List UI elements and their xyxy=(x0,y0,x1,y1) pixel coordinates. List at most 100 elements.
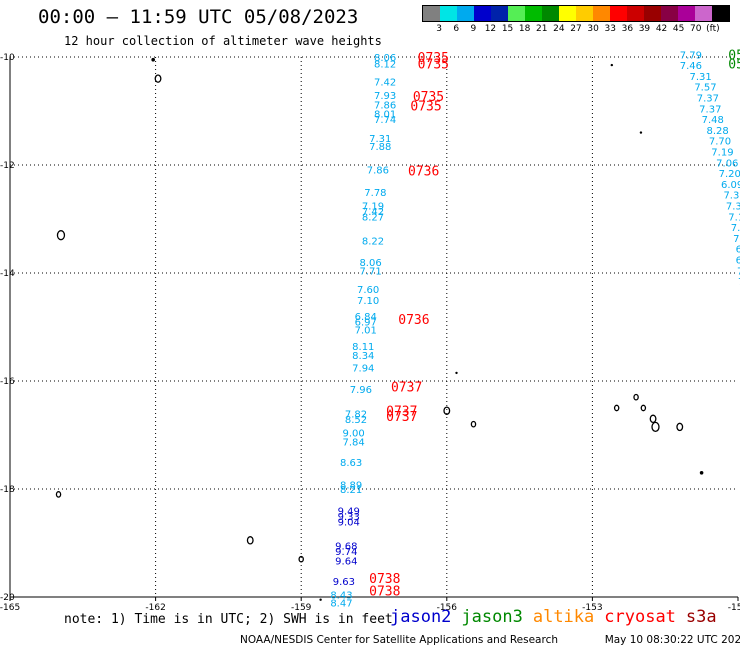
island-marker xyxy=(633,393,639,401)
swh-value: 7.10 xyxy=(357,296,379,307)
legend-label: 24 xyxy=(553,24,565,34)
legend-swatch xyxy=(423,6,440,21)
island-marker xyxy=(55,491,62,498)
legend-label: 15 xyxy=(501,24,514,34)
legend-label: 18 xyxy=(518,24,531,34)
swh-value: 7.48 xyxy=(702,115,724,126)
swh-value: 6.84 xyxy=(355,312,377,323)
x-tick-label: -153 xyxy=(582,603,602,613)
swh-value: 9.74 xyxy=(335,547,357,558)
swh-value: 6.9 xyxy=(736,245,740,256)
legend-swatch xyxy=(627,6,644,21)
swh-value: 8.89 xyxy=(340,481,362,492)
legend-label: 45 xyxy=(672,24,685,34)
y-tick-label: -10 xyxy=(0,53,15,63)
swh-value: 8.43 xyxy=(330,590,352,601)
legend-swatch xyxy=(678,6,695,21)
legend-label: 30 xyxy=(587,24,599,34)
legend-label: 70 xyxy=(690,24,702,34)
swh-value: 8.06 xyxy=(374,53,396,64)
swh-value: 7.60 xyxy=(357,285,379,296)
legend-swatch xyxy=(440,6,457,21)
swh-value: 9.04 xyxy=(338,517,360,528)
satellite-altika: altika xyxy=(532,607,595,627)
y-tick-label: -16 xyxy=(0,377,15,387)
island-marker xyxy=(610,63,614,67)
x-tick-label: -150 xyxy=(728,603,740,613)
legend-swatch xyxy=(525,6,542,21)
swh-value: 8.01 xyxy=(374,110,396,121)
y-tick-label: -12 xyxy=(0,161,15,171)
page-subtitle: 12 hour collection of altimeter wave hei… xyxy=(64,34,382,48)
swh-value: 7.93 xyxy=(374,91,396,102)
swh-value: 8.63 xyxy=(340,458,362,469)
footer-source: NOAA/NESDIS Center for Satellite Applica… xyxy=(240,634,558,646)
swh-value: 7.42 xyxy=(374,77,396,88)
swh-value: 7.46 xyxy=(680,61,702,72)
footer-credit: NOAA/NESDIS Center for Satellite Applica… xyxy=(240,634,740,646)
pass-time-label: 0737 xyxy=(391,380,422,395)
satellite-s3a: s3a xyxy=(685,607,717,627)
x-tick-label: -162 xyxy=(145,603,165,613)
swh-value: 8.11 xyxy=(352,342,374,353)
swh-value: 6.09 xyxy=(721,180,740,191)
legend-swatch xyxy=(491,6,508,21)
pass-time-label: 0738 xyxy=(369,585,400,600)
swh-value: 7.20 xyxy=(719,169,740,180)
y-tick-label: -14 xyxy=(0,269,15,279)
footer-timestamp: May 10 08:30:22 UTC 2023 xyxy=(604,634,740,646)
legend-labels: 3 6 9 12 15 18 21 24 27 30 33 36 39 42 45 70 (ft) xyxy=(422,22,730,36)
pass-time-label: 0735 xyxy=(413,90,444,105)
x-tick-label: -156 xyxy=(437,603,458,613)
pass-time-label: 0735 xyxy=(418,51,449,66)
page-title: 00:00 – 11:59 UTC 05/08/2023 xyxy=(38,6,359,28)
swh-value: 7.31 xyxy=(689,72,711,83)
legend-swatch xyxy=(508,6,525,21)
swh-value: 7.31 xyxy=(369,134,391,145)
legend-label: 12 xyxy=(484,24,497,34)
legend-swatch xyxy=(542,6,559,21)
swh-value: 7.01 xyxy=(355,326,377,337)
y-tick-label: -20 xyxy=(0,593,15,603)
swh-value: 7.78 xyxy=(364,188,386,199)
island-marker xyxy=(640,404,647,412)
legend-swatch xyxy=(610,6,627,21)
pass-time-label: 0538 xyxy=(728,48,740,63)
swh-value: 8.22 xyxy=(362,237,384,248)
swh-value: 7.38 xyxy=(726,202,740,213)
footnote: note: 1) Time is in UTC; 2) SWH is in fe… xyxy=(64,612,393,627)
legend-swatch xyxy=(559,6,576,21)
island-marker xyxy=(676,422,684,432)
legend-label: 36 xyxy=(621,24,634,34)
legend-label: 6 xyxy=(453,24,460,34)
legend-swatch xyxy=(593,6,610,21)
swh-value: 7.29 xyxy=(733,234,740,245)
swh-value: 9.33 xyxy=(338,512,360,523)
swh-value: 7.19 xyxy=(711,148,733,159)
pass-time-label: 0737 xyxy=(386,405,417,420)
satellite-jason2: jason2 xyxy=(390,607,452,627)
swh-value: 7.37 xyxy=(697,94,719,105)
pass-time-label: 0736 xyxy=(398,313,429,328)
island-marker xyxy=(639,131,643,134)
pass-time-label: 0736 xyxy=(408,164,439,179)
swh-value: 8.28 xyxy=(706,126,728,137)
swh-value: 7.70 xyxy=(709,137,731,148)
swh-value: 8.47 xyxy=(330,598,352,609)
island-marker xyxy=(470,420,477,428)
swh-value: 7.19 xyxy=(362,202,384,213)
swh-value: 7.84 xyxy=(342,437,364,448)
swh-value: 7.94 xyxy=(352,364,374,375)
swh-value: 7.37 xyxy=(699,104,721,115)
legend-label: 39 xyxy=(638,24,651,34)
swh-value: 8.27 xyxy=(362,212,384,223)
swh-value: 9.49 xyxy=(338,507,360,518)
island-marker xyxy=(699,471,704,475)
swh-value: 7.86 xyxy=(367,165,389,176)
swh-value: 9.68 xyxy=(335,542,357,553)
legend-label: 42 xyxy=(655,24,668,34)
legend-swatch xyxy=(661,6,678,21)
swh-value: 8.34 xyxy=(352,351,374,362)
swh-value: 7.57 xyxy=(694,83,716,94)
